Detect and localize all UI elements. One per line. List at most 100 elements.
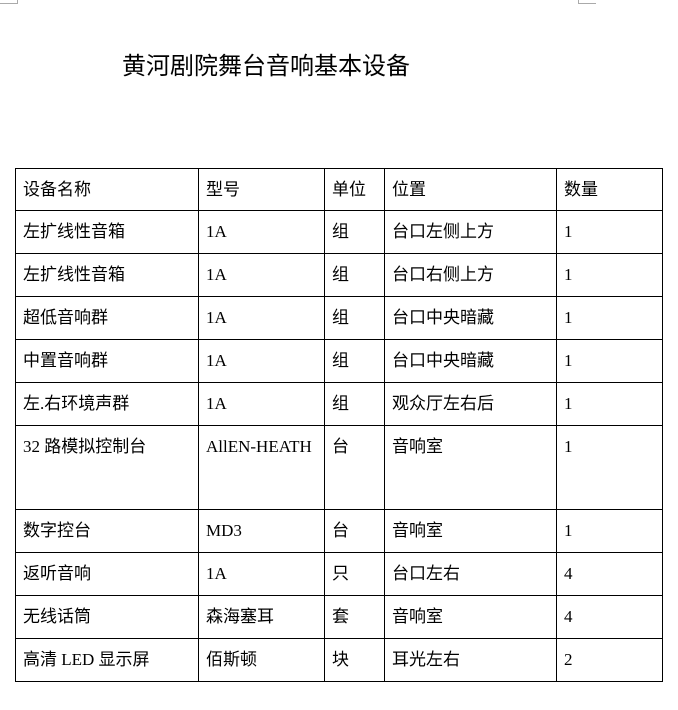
cell-name-text: 数字控台 (23, 521, 91, 540)
cell-name-text: 高清 LED 显示屏 (23, 650, 150, 669)
cell-unit-text: 台 (332, 521, 349, 540)
cell-name: 数字控台 (15, 509, 199, 553)
cell-location: 台口左右 (384, 552, 557, 596)
cell-quantity-text: 1 (564, 394, 573, 413)
header-cell-name: 设备名称 (15, 168, 199, 211)
cell-model: 1A (198, 253, 325, 297)
cell-unit: 台 (324, 425, 385, 510)
cell-model: 森海塞耳 (198, 595, 325, 639)
cell-quantity: 4 (556, 595, 663, 639)
cell-model-text: 1A (206, 308, 227, 327)
cell-model-text: 佰斯顿 (206, 650, 257, 669)
cell-location-text: 音响室 (392, 521, 443, 540)
cell-location-text: 音响室 (392, 437, 443, 456)
cell-unit: 只 (324, 552, 385, 596)
cell-name-text: 中置音响群 (23, 351, 108, 370)
cell-unit-text: 只 (332, 564, 349, 583)
cell-name-text: 超低音响群 (23, 308, 108, 327)
cell-quantity-text: 1 (564, 308, 573, 327)
cell-name: 无线话筒 (15, 595, 199, 639)
table-row: 高清 LED 显示屏 佰斯顿 块 耳光左右 2 (15, 638, 663, 682)
cell-unit-text: 组 (332, 222, 349, 241)
cell-location-text: 耳光左右 (392, 650, 460, 669)
cell-name-text: 左扩线性音箱 (23, 222, 125, 241)
cell-quantity: 1 (556, 210, 663, 254)
cell-location: 音响室 (384, 509, 557, 553)
cell-quantity-text: 1 (564, 265, 573, 284)
cell-name: 左.右环境声群 (15, 382, 199, 426)
cell-quantity: 1 (556, 425, 663, 510)
cell-unit: 台 (324, 509, 385, 553)
cell-quantity: 1 (556, 253, 663, 297)
cell-unit: 块 (324, 638, 385, 682)
cell-unit: 套 (324, 595, 385, 639)
cell-unit-text: 套 (332, 607, 349, 626)
cell-unit: 组 (324, 296, 385, 340)
cell-quantity: 2 (556, 638, 663, 682)
cell-model-text: AllEN-HEATH (206, 437, 312, 456)
cell-location: 台口中央暗藏 (384, 296, 557, 340)
cell-model: 1A (198, 382, 325, 426)
table-row: 32 路模拟控制台 AllEN-HEATH 台 音响室 1 (15, 425, 663, 510)
cell-model-text: 1A (206, 351, 227, 370)
cell-quantity: 1 (556, 296, 663, 340)
cell-quantity: 1 (556, 339, 663, 383)
cell-name: 返听音响 (15, 552, 199, 596)
cell-location-text: 台口中央暗藏 (392, 308, 494, 327)
cell-quantity-text: 1 (564, 351, 573, 370)
cell-model: 1A (198, 210, 325, 254)
table-header-row: 设备名称 型号 单位 位置 数量 (15, 168, 663, 211)
cell-location: 观众厅左右后 (384, 382, 557, 426)
cell-model-text: 森海塞耳 (206, 607, 274, 626)
cell-model-text: 1A (206, 222, 227, 241)
cell-quantity-text: 4 (564, 564, 573, 583)
cell-unit-text: 块 (332, 650, 349, 669)
cell-name-text: 32 路模拟控制台 (23, 437, 147, 456)
cell-model: AllEN-HEATH (198, 425, 325, 510)
page-corner-mark-left (0, 0, 18, 4)
page-corner-mark-right (578, 0, 596, 4)
table-row: 返听音响 1A 只 台口左右 4 (15, 552, 663, 596)
cell-name: 超低音响群 (15, 296, 199, 340)
cell-name-text: 左扩线性音箱 (23, 265, 125, 284)
cell-location-text: 观众厅左右后 (392, 394, 494, 413)
cell-location-text: 音响室 (392, 607, 443, 626)
cell-quantity: 4 (556, 552, 663, 596)
cell-name: 左扩线性音箱 (15, 210, 199, 254)
header-cell-quantity: 数量 (556, 168, 663, 211)
header-cell-model: 型号 (198, 168, 325, 211)
cell-unit: 组 (324, 339, 385, 383)
cell-name-text: 返听音响 (23, 564, 91, 583)
cell-location-text: 台口中央暗藏 (392, 351, 494, 370)
cell-name-text: 无线话筒 (23, 607, 91, 626)
header-cell-location: 位置 (384, 168, 557, 211)
table-row: 左.右环境声群 1A 组 观众厅左右后 1 (15, 382, 663, 426)
cell-name: 左扩线性音箱 (15, 253, 199, 297)
cell-model: MD3 (198, 509, 325, 553)
cell-model: 1A (198, 339, 325, 383)
table-row: 左扩线性音箱 1A 组 台口左侧上方 1 (15, 210, 663, 254)
cell-quantity: 1 (556, 382, 663, 426)
cell-quantity-text: 1 (564, 222, 573, 241)
cell-unit-text: 组 (332, 351, 349, 370)
table-row: 数字控台 MD3 台 音响室 1 (15, 509, 663, 553)
cell-model-text: 1A (206, 265, 227, 284)
cell-name: 高清 LED 显示屏 (15, 638, 199, 682)
cell-unit: 组 (324, 210, 385, 254)
cell-location: 音响室 (384, 595, 557, 639)
cell-location-text: 台口右侧上方 (392, 265, 494, 284)
cell-name: 中置音响群 (15, 339, 199, 383)
cell-model: 1A (198, 296, 325, 340)
cell-model-text: 1A (206, 394, 227, 413)
cell-unit-text: 台 (332, 437, 349, 456)
cell-model-text: 1A (206, 564, 227, 583)
cell-location: 台口左侧上方 (384, 210, 557, 254)
cell-location: 台口右侧上方 (384, 253, 557, 297)
cell-quantity: 1 (556, 509, 663, 553)
cell-quantity-text: 1 (564, 521, 573, 540)
cell-quantity-text: 2 (564, 650, 573, 669)
cell-unit-text: 组 (332, 394, 349, 413)
cell-location-text: 台口左侧上方 (392, 222, 494, 241)
cell-location: 台口中央暗藏 (384, 339, 557, 383)
cell-model: 佰斯顿 (198, 638, 325, 682)
